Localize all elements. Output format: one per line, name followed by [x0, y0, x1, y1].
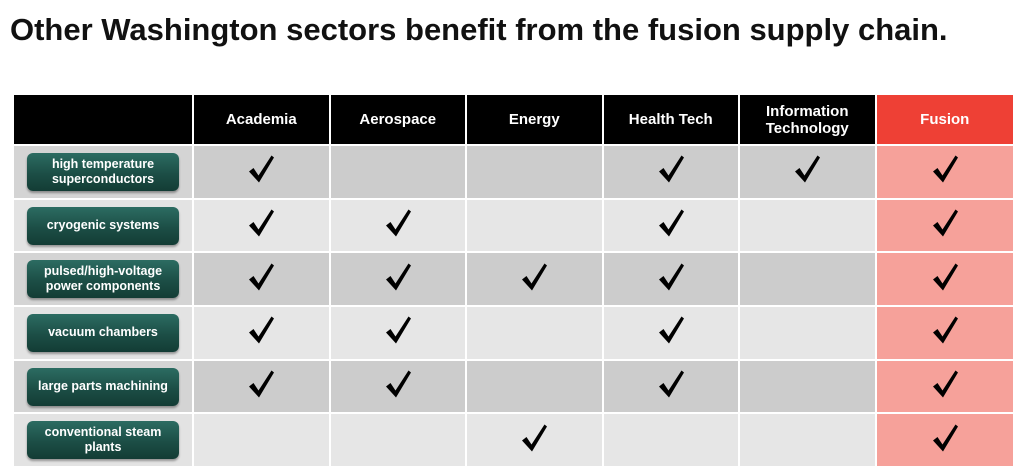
column-header-information-technology: Information Technology [740, 95, 877, 146]
table-row: vacuum chambers [14, 307, 1013, 361]
checkmark-icon [384, 315, 412, 345]
cell-energy [467, 253, 604, 308]
capability-label-pill: vacuum chambers [27, 313, 179, 352]
cell-health-tech [603, 253, 740, 308]
capability-label-pill: cryogenic systems [27, 206, 179, 245]
cell-fusion [876, 307, 1013, 361]
cell-information-technology [740, 199, 877, 254]
cell-academia [194, 414, 331, 469]
checkmark-icon [247, 262, 275, 292]
checkmark-icon [520, 423, 548, 453]
checkmark-icon [657, 315, 685, 345]
page-title: Other Washington sectors benefit from th… [10, 12, 948, 47]
cell-information-technology [740, 307, 877, 361]
checkmark-icon [931, 154, 959, 184]
cell-health-tech [603, 414, 740, 469]
header-row: Academia Aerospace Energy Health Tech In… [14, 95, 1013, 146]
column-header-aerospace: Aerospace [330, 95, 467, 146]
checkmark-icon [247, 315, 275, 345]
row-label-cell: cryogenic systems [14, 199, 194, 254]
cell-aerospace [330, 146, 467, 200]
checkmark-icon [931, 369, 959, 399]
checkmark-icon [247, 369, 275, 399]
cell-information-technology [740, 253, 877, 308]
checkmark-icon [931, 208, 959, 238]
cell-information-technology [740, 146, 877, 200]
cell-aerospace [330, 360, 467, 415]
table-row: cryogenic systems [14, 199, 1013, 254]
row-label-cell: high temperature superconductors [14, 146, 194, 200]
column-header-fusion: Fusion [876, 95, 1013, 146]
checkmark-icon [657, 154, 685, 184]
cell-information-technology [740, 360, 877, 415]
table-row: conventional steam plants [14, 414, 1013, 469]
cell-aerospace [330, 414, 467, 469]
table-row: pulsed/high-voltage power components [14, 253, 1013, 308]
cell-energy [467, 414, 604, 469]
cell-aerospace [330, 253, 467, 308]
cell-health-tech [603, 199, 740, 254]
cell-fusion [876, 414, 1013, 469]
table-row: high temperature superconductors [14, 146, 1013, 200]
column-header-health-tech: Health Tech [603, 95, 740, 146]
checkmark-icon [657, 369, 685, 399]
checkmark-icon [247, 208, 275, 238]
cell-health-tech [603, 360, 740, 415]
cell-energy [467, 146, 604, 200]
cell-academia [194, 199, 331, 254]
checkmark-icon [384, 369, 412, 399]
column-header-energy: Energy [467, 95, 604, 146]
cell-energy [467, 307, 604, 361]
checkmark-icon [931, 262, 959, 292]
table-body: high temperature superconductors cryogeni… [14, 146, 1013, 469]
cell-academia [194, 307, 331, 361]
table-row: large parts machining [14, 360, 1013, 415]
checkmark-icon [931, 423, 959, 453]
row-label-cell: pulsed/high-voltage power components [14, 253, 194, 308]
row-label-cell: conventional steam plants [14, 414, 194, 469]
checkmark-icon [657, 208, 685, 238]
cell-fusion [876, 253, 1013, 308]
capability-label-pill: high temperature superconductors [27, 152, 179, 191]
checkmark-icon [384, 262, 412, 292]
capability-label-pill: pulsed/high-voltage power components [27, 260, 179, 299]
checkmark-icon [657, 262, 685, 292]
checkmark-icon [247, 154, 275, 184]
cell-health-tech [603, 307, 740, 361]
header-corner-cell [14, 95, 194, 146]
cell-academia [194, 146, 331, 200]
cell-fusion [876, 146, 1013, 200]
checkmark-icon [520, 262, 548, 292]
capability-label-pill: conventional steam plants [27, 421, 179, 460]
cell-energy [467, 360, 604, 415]
cell-academia [194, 360, 331, 415]
column-header-academia: Academia [194, 95, 331, 146]
checkmark-icon [793, 154, 821, 184]
checkmark-icon [384, 208, 412, 238]
cell-aerospace [330, 199, 467, 254]
cell-energy [467, 199, 604, 254]
cell-fusion [876, 199, 1013, 254]
row-label-cell: large parts machining [14, 360, 194, 415]
checkmark-icon [931, 315, 959, 345]
sector-supply-chain-table: Academia Aerospace Energy Health Tech In… [14, 95, 1013, 469]
cell-aerospace [330, 307, 467, 361]
capability-label-pill: large parts machining [27, 367, 179, 406]
cell-academia [194, 253, 331, 308]
cell-health-tech [603, 146, 740, 200]
cell-fusion [876, 360, 1013, 415]
row-label-cell: vacuum chambers [14, 307, 194, 361]
cell-information-technology [740, 414, 877, 469]
